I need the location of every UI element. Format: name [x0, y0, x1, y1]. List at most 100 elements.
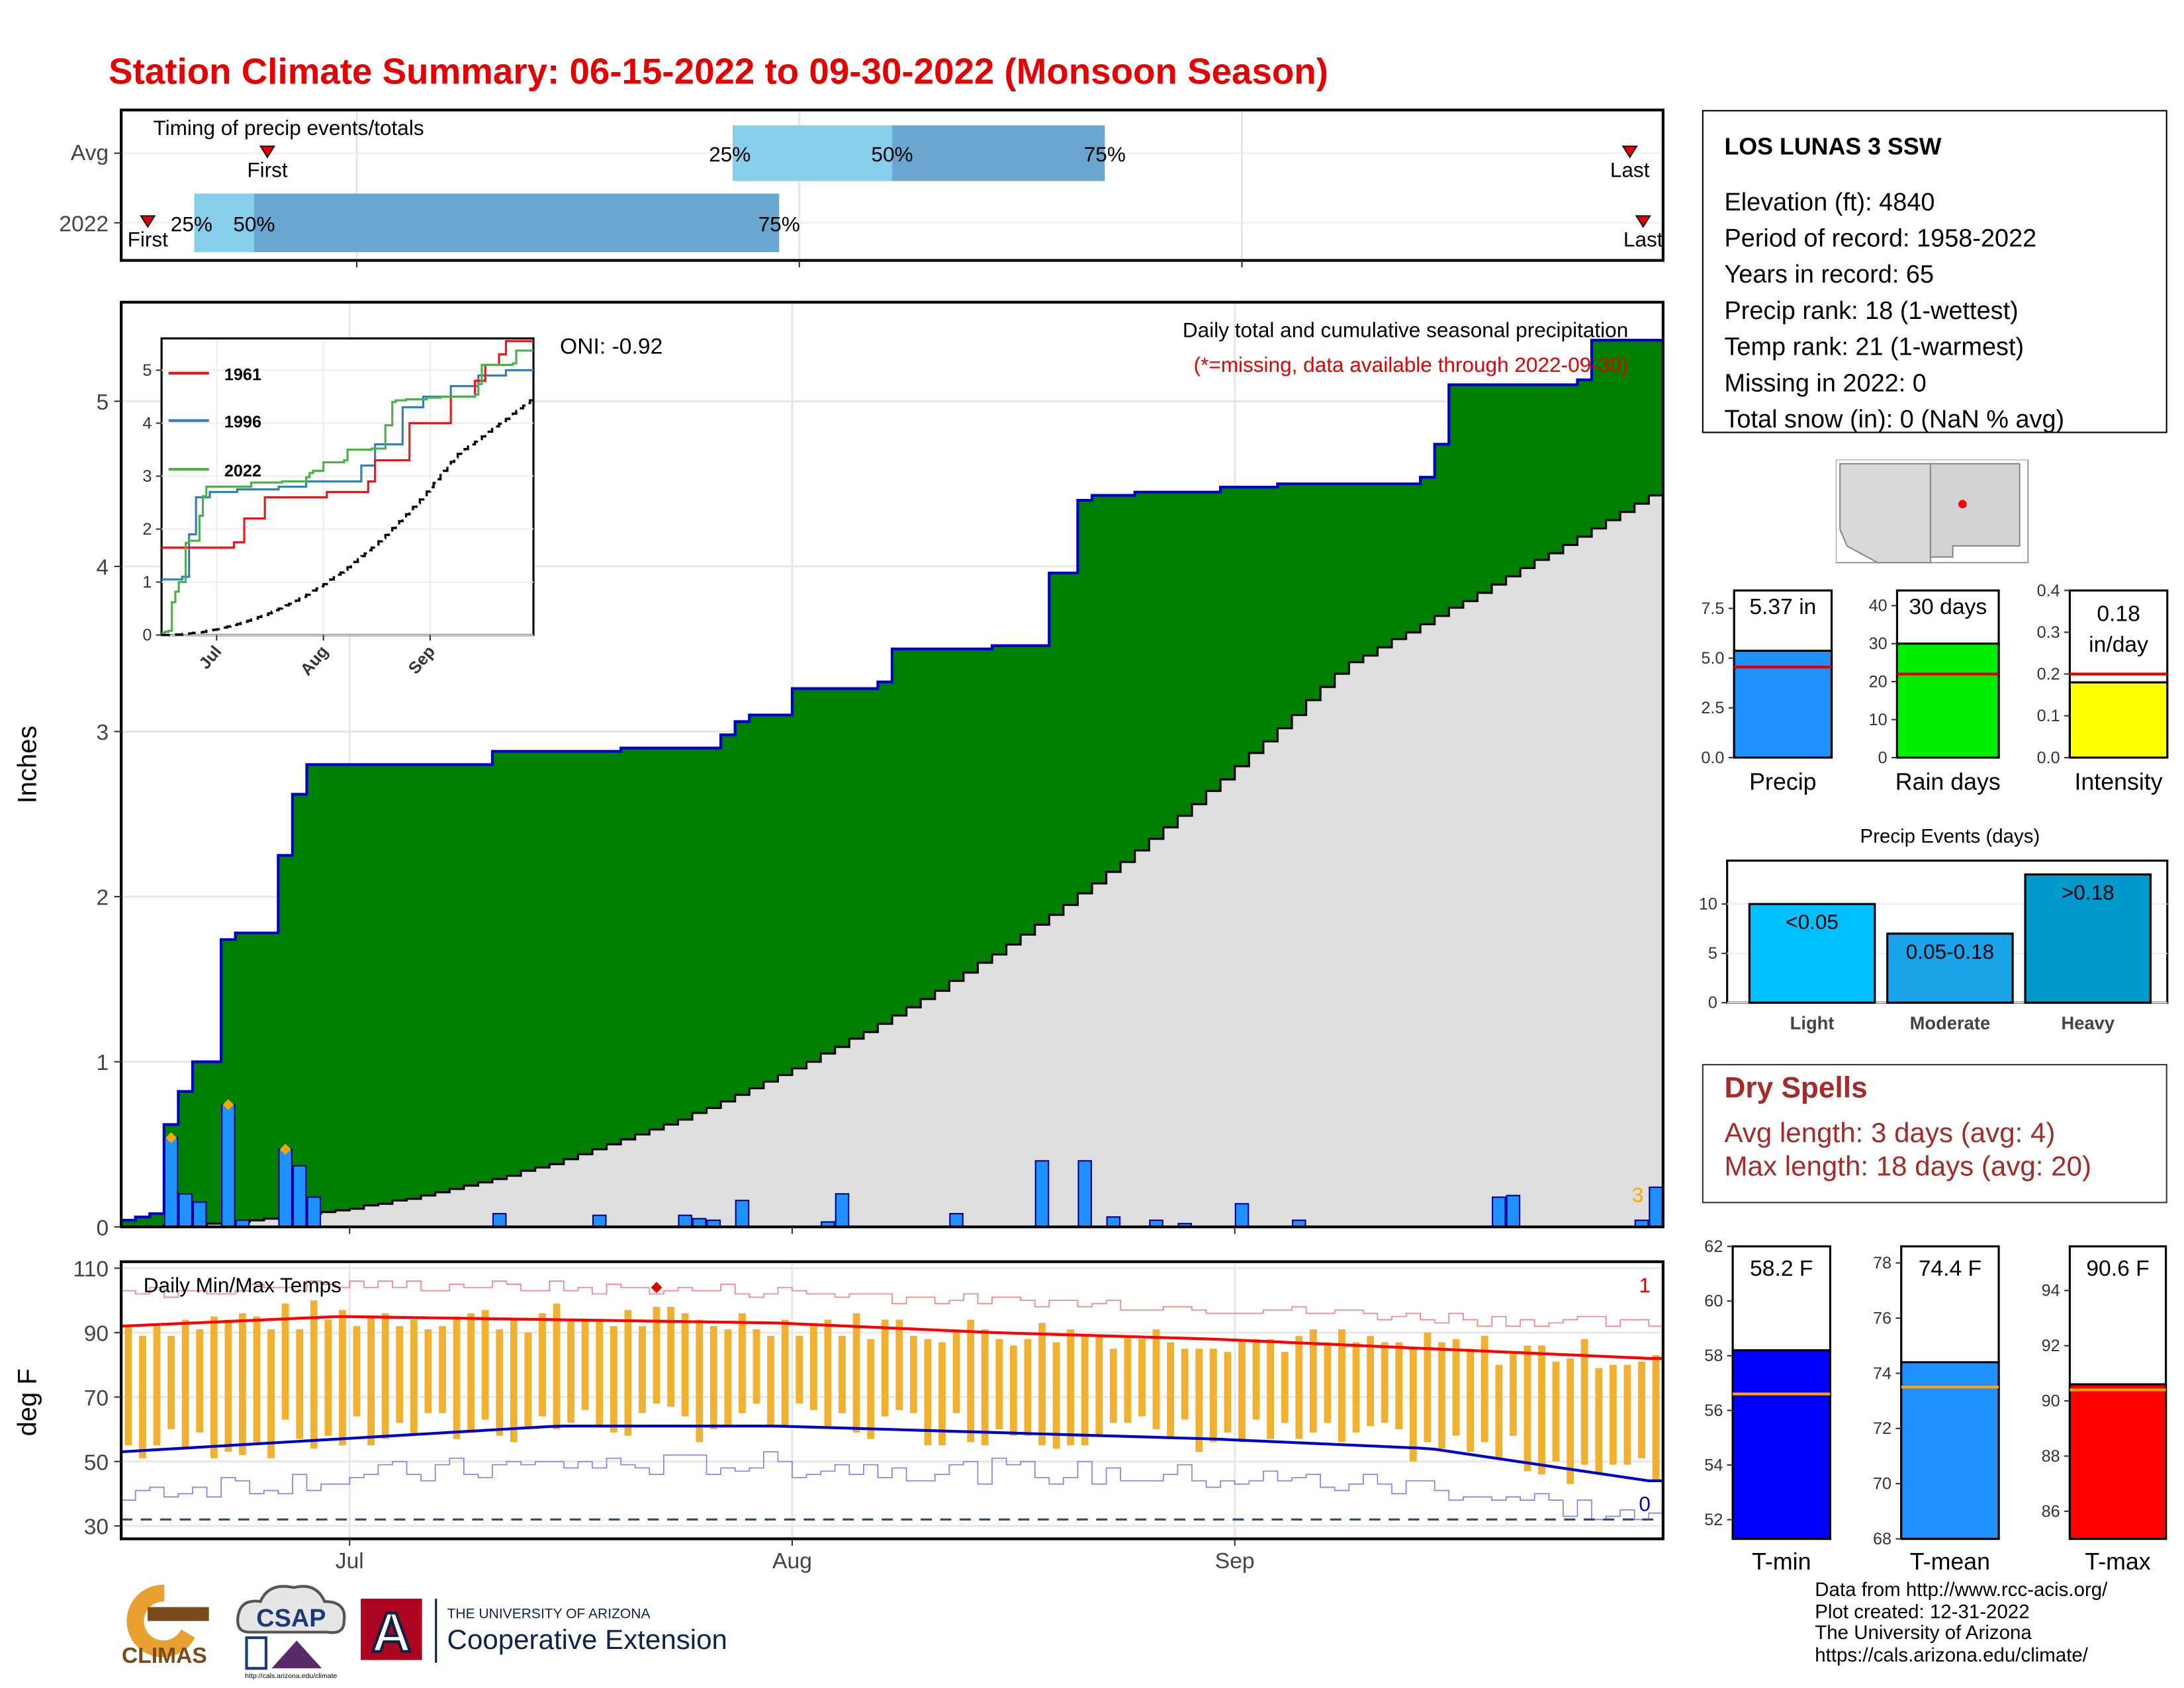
temp-day-bar-60: [981, 1329, 989, 1446]
temp-day-bar-47: [796, 1335, 803, 1404]
temp-day-bar-35: [624, 1310, 632, 1436]
temp-day-bar-90: [1409, 1349, 1417, 1462]
timing-2022-q2-bar: [253, 193, 780, 252]
minibar-2-value-text-0: 0.18: [2097, 602, 2140, 627]
main-ytick-label-4: 4: [96, 556, 109, 580]
season-summary-bars: 0.0 2.5 5.0 7.5 5.37 in Precip 0 10 20 30 40 30 day…: [1701, 582, 2169, 795]
avg-max-temp-line: [121, 1315, 1663, 1360]
temp-ytick-label-30: 30: [84, 1515, 109, 1540]
temp-day-bar-7: [224, 1319, 232, 1452]
temp-day-bar-106: [1638, 1361, 1645, 1458]
events-bar-label-0: <0.05: [1786, 910, 1839, 934]
temp-day-bar-93: [1452, 1339, 1460, 1436]
temp-day-bar-57: [938, 1342, 946, 1446]
avg-min-temp-line: [120, 1425, 1663, 1483]
station-precip-rank: Precip rank: 18 (1-wettest): [1724, 296, 2019, 325]
minibar-2-tick-label-3: 0.3: [2037, 623, 2060, 642]
temp-day-bar-92: [1438, 1342, 1445, 1449]
temp-day-bar-15: [339, 1310, 346, 1446]
temp-day-bar-4: [181, 1319, 189, 1449]
temp-day-bar-25: [481, 1310, 489, 1420]
minibar-1-tick-label-3: 30: [1869, 635, 1888, 653]
temp-day-bar-22: [439, 1326, 446, 1413]
month-label-0: Jul: [336, 1549, 364, 1574]
timing-2022-first-marker: [140, 215, 156, 228]
timing-avg-q2-bar: [891, 125, 1105, 181]
temp-day-bar-81: [1281, 1352, 1289, 1423]
temp-day-bar-16: [353, 1326, 361, 1417]
inset-ytick-label-2: 2: [142, 520, 152, 539]
minibar-0-tick-label-3: 7.5: [1701, 600, 1724, 618]
missing-count: 3: [1632, 1182, 1644, 1206]
temp-day-bar-44: [752, 1329, 760, 1404]
temp-day-bar-40: [696, 1319, 704, 1443]
ua-block-a-bg: [361, 1599, 422, 1660]
tempbar-2-value-text: 90.6 F: [2086, 1257, 2149, 1281]
csap-rain-gauge: [245, 1636, 268, 1670]
temp-day-bar-32: [581, 1319, 589, 1410]
temp-day-bar-59: [967, 1319, 975, 1443]
temp-day-bar-100: [1552, 1361, 1560, 1462]
timing-2022-last-marker: [1635, 215, 1651, 228]
timing-row-label-avg: Avg: [71, 141, 109, 165]
minibar-value-2: [2068, 681, 2169, 759]
main-header: Daily total and cumulative seasonal prec…: [1183, 318, 1628, 341]
tempbar-2-tick-label-90: 90: [2042, 1392, 2060, 1411]
temp-day-bar-101: [1567, 1358, 1574, 1484]
inset-line-2022: [161, 349, 534, 635]
csap-wordmark: CSAP: [256, 1605, 326, 1632]
temp-day-bar-80: [1267, 1339, 1275, 1439]
temp-day-bar-107: [1652, 1355, 1660, 1481]
temp-day-bar-86: [1352, 1342, 1360, 1433]
temp-day-bar-33: [596, 1319, 604, 1427]
tempbar-0-tick-label-54: 54: [1704, 1456, 1723, 1474]
temp-day-bar-78: [1238, 1339, 1246, 1443]
events-bar-label-2: >0.18: [2062, 880, 2115, 904]
temp-day-bar-62: [1009, 1345, 1017, 1436]
events-title: Precip Events (days): [1860, 825, 2040, 847]
temp-day-bar-61: [995, 1339, 1003, 1429]
temp-day-bar-75: [1195, 1349, 1203, 1452]
record-low-count: 0: [1639, 1491, 1651, 1515]
tempbar-value-0: [1731, 1349, 1832, 1540]
inset-ytick-label-1: 1: [142, 573, 152, 592]
temp-day-bar-45: [767, 1335, 775, 1427]
temp-day-bar-37: [653, 1306, 660, 1404]
temp-day-bar-17: [367, 1316, 375, 1446]
ua-cooperative-extension-logo: A THE UNIVERSITY OF ARIZONA Cooperative …: [361, 1599, 727, 1665]
main-frame: [119, 300, 1664, 1229]
avg-cumulative-line: [121, 494, 1663, 1228]
temp-day-bar-13: [310, 1300, 318, 1449]
temp-day-bar-64: [1038, 1323, 1046, 1446]
temp-title: Daily Min/Max Temps: [144, 1273, 341, 1297]
minibar-0-value-text-0: 5.37 in: [1749, 595, 1816, 619]
ua-line1: THE UNIVERSITY OF ARIZONA: [447, 1607, 651, 1622]
csap-cloud: [236, 1585, 346, 1634]
temp-day-bar-1: [139, 1335, 146, 1458]
timing-row-label-2022: 2022: [59, 212, 109, 236]
record-high-marker: [651, 1282, 662, 1294]
locator-map: [1835, 459, 2029, 564]
csap-mountain: [271, 1640, 322, 1669]
temp-day-bar-72: [1152, 1329, 1160, 1429]
temp-day-bar-84: [1324, 1342, 1332, 1423]
minibar-2-tick-label-1: 0.1: [2037, 707, 2060, 725]
temp-day-bar-41: [709, 1326, 717, 1429]
temp-day-bar-66: [1067, 1329, 1075, 1446]
temp-day-bar-68: [1095, 1335, 1103, 1436]
minibar-1-value-text-0: 30 days: [1909, 595, 1987, 619]
main-ytick-label-5: 5: [96, 390, 109, 415]
avg-cumulative-area: [121, 495, 1663, 1227]
tempbar-1-tick-label-78: 78: [1873, 1254, 1891, 1272]
temp-day-bar-104: [1609, 1364, 1617, 1465]
temp-day-bar-50: [839, 1335, 846, 1413]
temp-day-bar-39: [681, 1313, 689, 1417]
temp-day-bar-29: [539, 1313, 546, 1417]
legend-label-1996: 1996: [224, 413, 261, 431]
minibar-2-label: Intensity: [2074, 768, 2162, 795]
events-ytick-label-0: 0: [1708, 994, 1717, 1012]
tempbar-1-tick-label-76: 76: [1873, 1309, 1891, 1327]
events-ytick-label-5: 5: [1708, 944, 1717, 963]
temp-day-bar-74: [1181, 1349, 1189, 1420]
temp-day-bar-91: [1424, 1332, 1432, 1443]
